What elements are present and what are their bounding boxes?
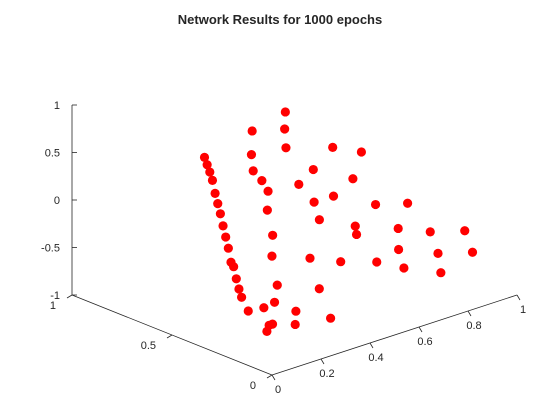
data-point [399,263,409,273]
x-tick-label: 0.6 [417,336,432,348]
y-tick-label: 1 [50,300,56,312]
data-point [268,230,278,240]
data-point [243,306,253,316]
data-point [351,229,362,240]
y-tick-mark [166,334,173,339]
x-tick-label: 1 [520,304,526,316]
x-tick-mark [418,326,423,333]
data-point [393,223,403,234]
data-point [202,160,212,170]
data-point [237,292,247,302]
y-tick-label: 0.5 [141,340,156,352]
x-tick-label: 0 [275,384,281,396]
data-point [370,199,381,210]
z-tick-label: 1 [54,100,60,112]
data-point [356,147,366,157]
data-point [280,124,290,134]
data-point [350,221,360,231]
data-point [336,257,346,267]
data-point [290,319,300,330]
data-point [309,197,319,207]
x-tick-label: 0.4 [368,352,383,364]
data-point [272,280,282,290]
data-point [218,221,228,231]
data-point [229,262,239,272]
data-points-group [199,107,478,336]
data-point [328,191,339,201]
data-point [291,306,301,316]
x-tick-mark [271,374,276,381]
data-point [436,268,446,278]
data-point [248,166,258,176]
data-point [326,313,336,323]
x-tick-label: 0.8 [466,320,481,332]
data-point [294,179,304,189]
x-tick-label: 0.2 [319,368,334,380]
data-point [280,107,290,117]
data-point [257,176,267,186]
data-point [247,126,257,136]
data-point [314,215,324,225]
data-point [372,257,382,267]
data-point [305,253,315,263]
data-point [259,303,269,313]
data-point [213,199,223,209]
x-tick-mark [369,342,374,349]
data-point [308,164,318,175]
y-tick-mark [266,374,273,379]
axes-group [66,104,521,381]
y-tick-mark [66,294,73,299]
data-point [263,186,273,196]
data-point [403,198,413,208]
data-point [231,274,241,284]
x-tick-mark [467,310,472,317]
data-point [460,226,470,236]
data-point [234,284,244,294]
x-tick-mark [320,358,325,365]
z-tick-label: -1 [50,290,60,302]
data-point [207,175,218,185]
data-point [205,167,215,177]
x-axis-line [271,294,518,376]
data-point [269,297,280,307]
data-point [267,251,277,261]
y-tick-label: 0 [250,380,256,392]
data-point [348,174,358,184]
z-tick-label: -0.5 [41,243,60,255]
data-point [262,326,272,336]
data-point [215,209,225,219]
data-point [246,150,257,160]
data-point [223,243,233,253]
data-point [281,143,291,153]
data-point [425,227,435,237]
data-point [467,247,478,257]
data-point [314,284,324,294]
data-point [199,152,210,162]
data-point [221,232,231,242]
data-point [433,248,443,258]
data-point [210,188,220,198]
x-tick-mark [516,294,521,301]
data-point [262,205,272,215]
data-point [328,142,338,152]
z-tick-label: 0 [54,195,60,207]
z-tick-label: 0.5 [45,148,60,160]
chart-title: Network Results for 1000 epochs [178,12,382,27]
data-point [394,244,404,255]
